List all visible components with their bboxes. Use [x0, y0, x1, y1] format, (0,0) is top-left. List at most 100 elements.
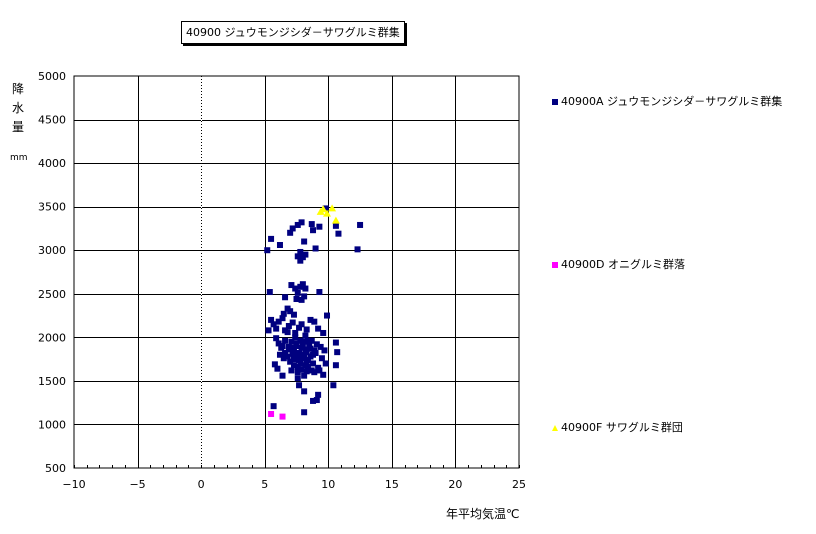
y-tick-label: 4500 [38, 114, 66, 127]
y-tick-label: 1500 [38, 375, 66, 388]
data-point-series-0 [266, 289, 273, 296]
data-point-series-0 [282, 350, 289, 357]
data-point-series-2 [331, 216, 340, 224]
data-point-series-0 [265, 327, 272, 334]
data-point-series-0 [297, 337, 304, 344]
data-point-series-0 [321, 347, 328, 354]
x-tick-label: −10 [62, 478, 85, 491]
data-point-series-0 [270, 403, 277, 410]
data-point-series-0 [322, 360, 329, 367]
data-point-series-0 [303, 368, 310, 375]
x-axis-label: 年平均気温℃ [446, 507, 520, 521]
legend-item-40900f: 40900F サワグルミ群団 [552, 421, 683, 435]
data-point-series-0 [289, 319, 296, 326]
data-point-series-0 [287, 229, 294, 236]
y-axis-label: 降水量 [11, 82, 24, 134]
data-point-series-1 [279, 413, 286, 420]
data-point-series-0 [301, 372, 308, 379]
data-point-series-0 [270, 321, 277, 328]
data-point-series-0 [301, 293, 308, 300]
legend-label-40900d: 40900D オニグルミ群落 [561, 258, 685, 271]
data-point-series-0 [284, 329, 291, 336]
data-point-series-0 [271, 361, 278, 368]
data-point-series-0 [290, 362, 297, 369]
data-point-series-0 [335, 230, 342, 237]
data-point-series-0 [317, 343, 324, 350]
data-point-series-0 [310, 360, 317, 367]
data-point-series-0 [315, 325, 322, 332]
legend-item-40900a: 40900A ジュウモンジシダ－サワグルミ群集 [552, 95, 782, 109]
data-point-series-0 [354, 246, 361, 253]
data-point-series-0 [316, 289, 323, 296]
data-point-series-0 [282, 337, 289, 344]
data-point-series-2 [328, 204, 337, 212]
data-point-series-0 [316, 367, 323, 374]
data-point-series-0 [290, 354, 297, 361]
data-point-series-0 [289, 344, 296, 351]
data-point-series-0 [294, 352, 301, 359]
y-tick-label: 2000 [38, 331, 66, 344]
data-point-series-0 [268, 235, 275, 242]
x-tick-label: 25 [512, 478, 526, 491]
data-point-series-0 [282, 294, 289, 301]
data-point-series-0 [301, 238, 308, 245]
data-point-series-0 [302, 332, 309, 339]
data-point-series-0 [274, 365, 281, 372]
data-point-series-0 [311, 318, 318, 325]
data-point-series-0 [310, 351, 317, 358]
data-point-series-0 [294, 369, 301, 376]
data-point-series-0 [302, 285, 309, 292]
x-tick-label: 5 [261, 478, 268, 491]
data-point-series-0 [332, 362, 339, 369]
data-point-series-0 [322, 205, 329, 212]
data-point-series-0 [357, 221, 364, 228]
data-point-series-0 [288, 338, 295, 345]
data-point-series-0 [290, 311, 297, 318]
x-tick-label: 10 [321, 478, 335, 491]
data-point-series-0 [294, 221, 301, 228]
data-point-series-0 [316, 223, 323, 230]
data-point-series-1 [268, 410, 275, 417]
data-point-series-0 [297, 360, 304, 367]
data-point-series-0 [289, 225, 296, 232]
legend-label-40900a: 40900A ジュウモンジシダ－サワグルミ群集 [561, 95, 783, 108]
legend-square-magenta-icon [552, 262, 558, 268]
data-point-series-0 [298, 321, 305, 328]
data-point-series-0 [294, 289, 301, 296]
data-point-series-0 [299, 343, 306, 350]
data-point-series-0 [292, 329, 299, 336]
data-point-series-0 [332, 222, 339, 229]
data-point-series-0 [296, 324, 303, 331]
data-point-series-0 [301, 388, 308, 395]
data-point-series-0 [276, 351, 283, 358]
data-point-series-0 [334, 349, 341, 356]
data-point-series-2 [319, 205, 328, 213]
data-point-series-0 [304, 363, 311, 370]
data-point-series-0 [302, 251, 309, 258]
data-point-series-0 [324, 312, 331, 319]
data-point-series-0 [289, 350, 296, 357]
data-point-series-0 [279, 315, 286, 322]
legend-item-40900d: 40900D オニグルミ群落 [552, 258, 685, 272]
data-point-series-0 [268, 316, 275, 323]
data-point-series-0 [264, 247, 271, 254]
data-point-series-0 [297, 248, 304, 255]
data-point-series-0 [293, 296, 300, 303]
data-point-series-0 [294, 363, 301, 370]
data-point-series-0 [313, 341, 320, 348]
data-point-series-0 [312, 245, 319, 252]
y-tick-label: 1000 [38, 418, 66, 431]
data-point-series-0 [303, 326, 310, 333]
y-tick-label: 500 [45, 462, 66, 475]
y-tick-label: 3000 [38, 244, 66, 257]
data-point-series-0 [287, 308, 294, 315]
data-point-series-0 [294, 253, 301, 260]
data-point-series-0 [301, 351, 308, 358]
plot-area [73, 75, 520, 469]
y-tick-label: 3500 [38, 201, 66, 214]
data-point-series-0 [292, 334, 299, 341]
data-point-series-0 [297, 257, 304, 264]
data-point-series-0 [301, 338, 308, 345]
y-tick-label: 4000 [38, 157, 66, 170]
